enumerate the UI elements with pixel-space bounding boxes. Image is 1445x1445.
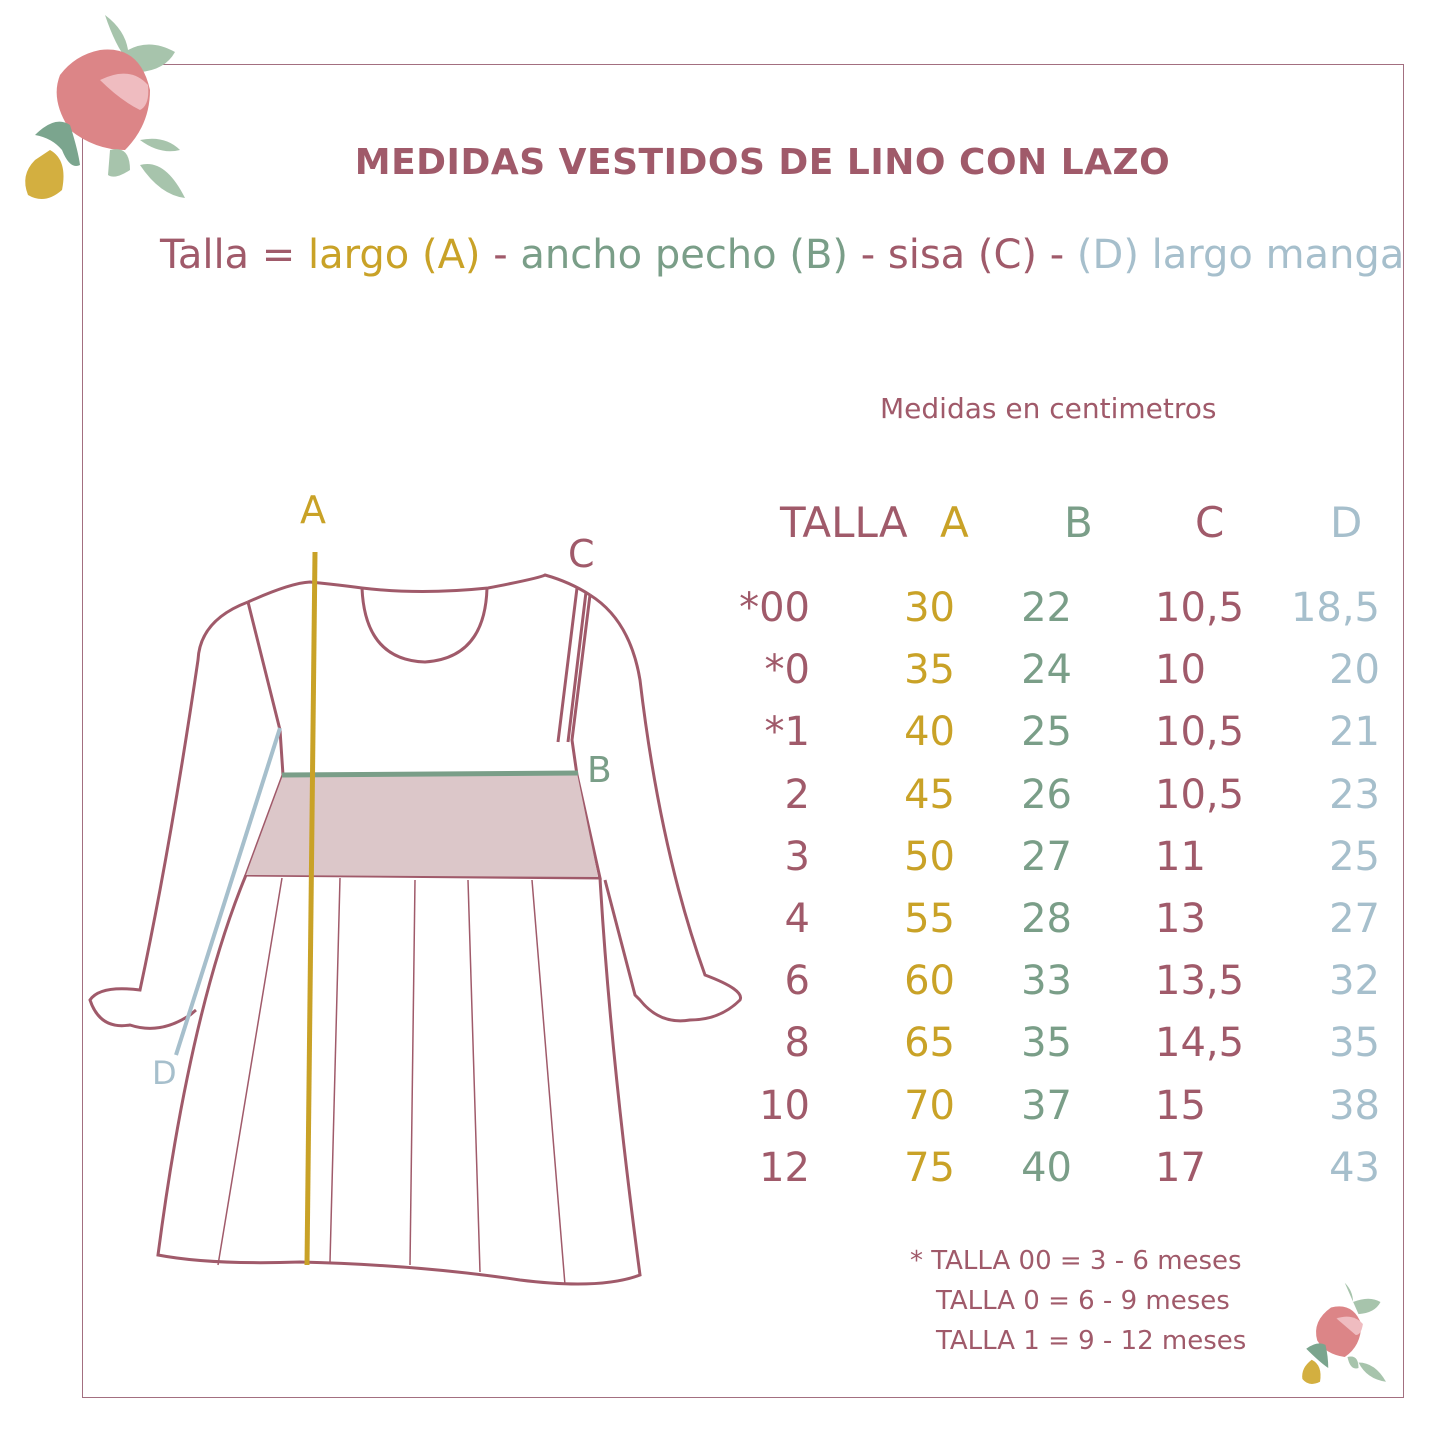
- table-cell: 25: [1021, 709, 1072, 756]
- diagram-label-a: A: [300, 488, 326, 532]
- table-cell: 18,5: [1290, 585, 1380, 631]
- table-cell: 10,5: [1155, 771, 1245, 818]
- table-cell: 10: [1155, 647, 1206, 694]
- table-cell: 35: [1021, 1020, 1072, 1067]
- footnote: TALLA 1 = 9 - 12 meses: [936, 1326, 1247, 1356]
- table-cell: 27: [1329, 896, 1380, 942]
- table-cell: 3: [784, 833, 810, 880]
- table-cell: 26: [1021, 771, 1072, 818]
- table-cell: 40: [1021, 1144, 1072, 1191]
- diagram-label-b: B: [587, 750, 612, 791]
- table-cell: 55: [904, 896, 955, 942]
- table-cell: 12: [759, 1144, 810, 1191]
- table-cell: 11: [1155, 833, 1206, 880]
- column-header: C: [1195, 498, 1225, 547]
- table-cell: 60: [904, 958, 955, 1005]
- table-cell: 32: [1329, 958, 1380, 1005]
- measure-line-b: [281, 770, 579, 778]
- footnote: * TALLA 00 = 3 - 6 meses: [910, 1246, 1242, 1276]
- table-cell: 25: [1329, 833, 1380, 880]
- dress-diagram: [88, 573, 743, 1286]
- table-cell: 37: [1021, 1082, 1072, 1129]
- table-cell: 50: [904, 833, 955, 880]
- column-header: D: [1330, 498, 1363, 547]
- units-note: Medidas en centimetros: [880, 392, 1217, 425]
- column-header: A: [940, 498, 969, 547]
- table-cell: 6: [784, 958, 810, 1005]
- band-fill: [246, 773, 598, 877]
- column-header: TALLA: [780, 498, 908, 547]
- diagram-label-d: D: [152, 1054, 177, 1092]
- formula-d: (D) largo manga: [1076, 232, 1405, 278]
- table-cell: 17: [1155, 1144, 1206, 1191]
- table-cell: 38: [1329, 1082, 1380, 1129]
- formula-sep: -: [1037, 232, 1077, 278]
- table-cell: 10,5: [1155, 709, 1245, 756]
- table-cell: 10: [759, 1082, 810, 1129]
- table-cell: 8: [784, 1020, 810, 1067]
- footnote: TALLA 0 = 6 - 9 meses: [936, 1286, 1230, 1316]
- table-cell: 4: [784, 896, 810, 942]
- table-cell: 28: [1021, 896, 1072, 942]
- page-title: MEDIDAS VESTIDOS DE LINO CON LAZO: [354, 142, 1171, 183]
- table-cell: 65: [904, 1020, 955, 1067]
- table-cell: 2: [784, 771, 810, 818]
- formula-a: largo (A): [308, 232, 481, 278]
- table-cell: 13,5: [1155, 958, 1245, 1005]
- table-cell: 43: [1329, 1144, 1380, 1191]
- table-cell: 24: [1021, 647, 1072, 694]
- table-cell: 70: [904, 1082, 955, 1129]
- flower-icon-bottom-right: [1302, 1282, 1386, 1384]
- table-cell: 15: [1155, 1082, 1206, 1129]
- table-cell: 35: [1329, 1020, 1380, 1067]
- formula-c: sisa (C): [887, 232, 1038, 278]
- measure-line-d: [174, 727, 282, 1056]
- table-cell: *1: [764, 709, 810, 756]
- table-cell: *0: [764, 647, 810, 694]
- table-cell: 40: [904, 709, 955, 756]
- measure-line-a: [304, 551, 318, 1266]
- table-cell: 30: [904, 585, 955, 631]
- formula-sep: -: [848, 232, 888, 278]
- flower-icon-top-left: [25, 15, 185, 199]
- table-cell: 14,5: [1155, 1020, 1245, 1067]
- formula-prefix: Talla =: [160, 232, 309, 278]
- table-cell: 23: [1329, 771, 1380, 818]
- table-cell: 22: [1021, 585, 1072, 631]
- column-header: B: [1064, 498, 1093, 547]
- table-cell: 45: [904, 771, 955, 818]
- table-cell: 75: [904, 1144, 955, 1191]
- table-cell: 35: [904, 647, 955, 694]
- table-cell: *00: [739, 585, 810, 631]
- table-cell: 20: [1329, 647, 1380, 694]
- table-cell: 10,5: [1155, 585, 1245, 631]
- diagram-label-c: C: [568, 532, 595, 576]
- formula-sep: -: [480, 232, 521, 278]
- table-cell: 13: [1155, 896, 1206, 942]
- page-border: [82, 64, 1404, 1398]
- table-cell: 21: [1329, 709, 1380, 756]
- formula-b: ancho pecho (B): [520, 232, 848, 278]
- table-cell: 33: [1021, 958, 1072, 1005]
- table-cell: 27: [1021, 833, 1072, 880]
- size-formula: Talla = largo (A) - ancho pecho (B) - si…: [160, 232, 1404, 278]
